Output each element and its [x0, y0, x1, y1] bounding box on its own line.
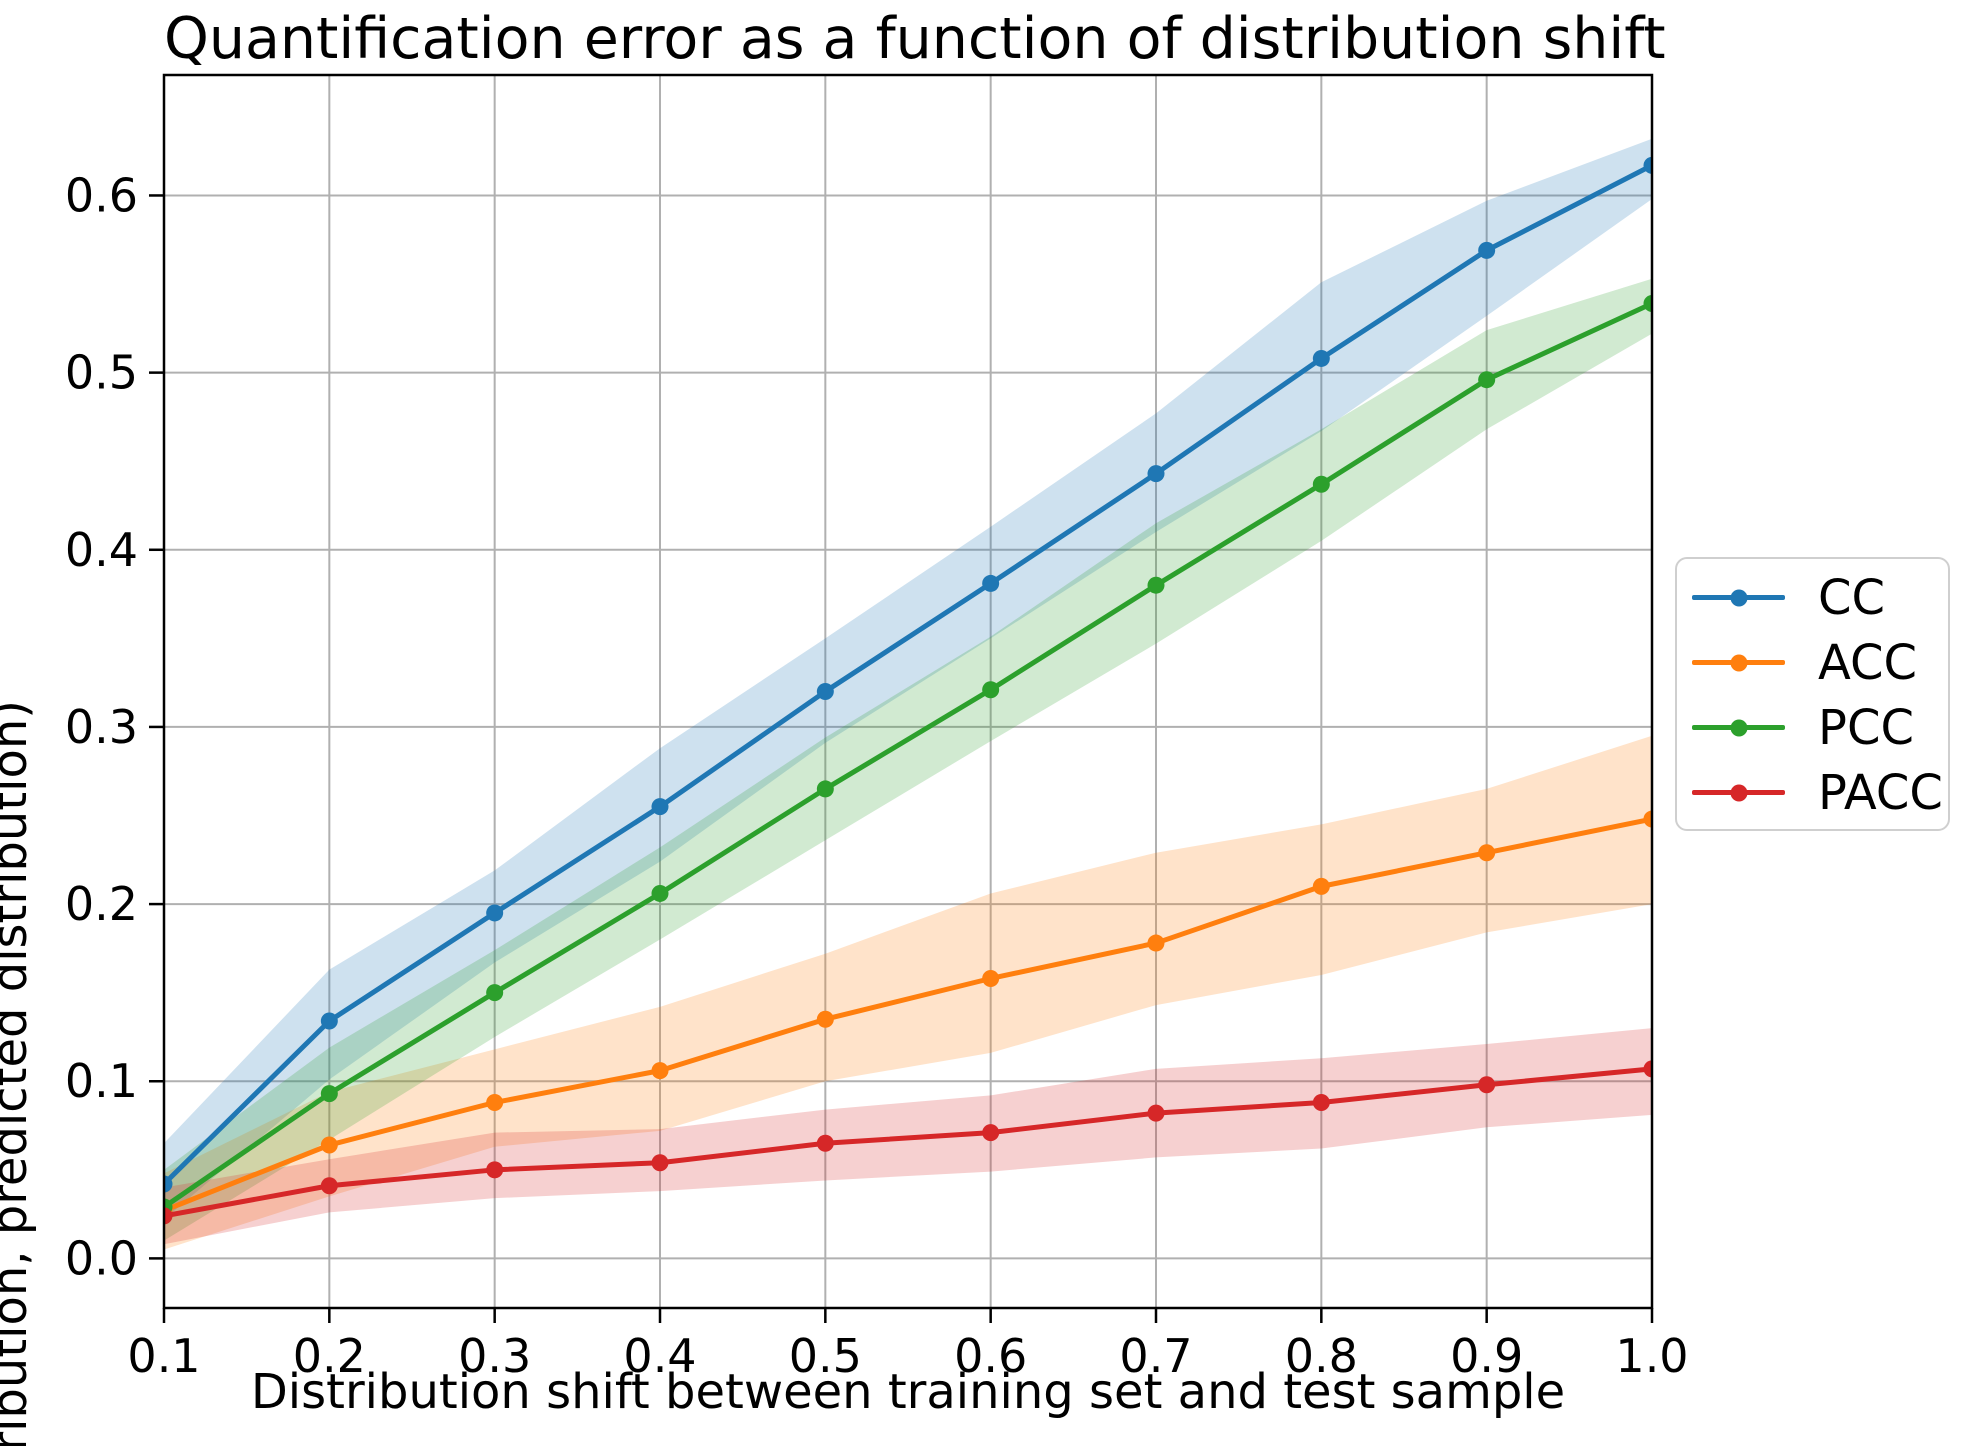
marker-PACC [1643, 1060, 1652, 1078]
marker-ACC [1147, 934, 1165, 952]
marker-ACC [1312, 877, 1330, 895]
line-CC [164, 162, 1652, 1187]
legend-line-sample-PCC [1692, 719, 1785, 736]
legend-label-ACC: ACC [1818, 634, 1918, 691]
x-tick-label: 0.3 [458, 1329, 531, 1383]
marker-PCC [816, 780, 834, 798]
band-ACC [164, 735, 1652, 1250]
marker-CC [651, 798, 669, 816]
marker-PACC [651, 1154, 669, 1172]
x-axis-label: Distribution shift between training set … [250, 1364, 1566, 1420]
band-CC [164, 138, 1652, 1220]
x-tick-label: 0.5 [789, 1329, 862, 1383]
x-tick-label: 0.4 [623, 1329, 696, 1383]
marker-ACC [982, 969, 1000, 987]
marker-PCC [1643, 295, 1652, 313]
y-tick-label: 0.0 [65, 1231, 138, 1285]
marker-PACC [320, 1177, 338, 1195]
legend-marker-dot-PACC [1730, 784, 1747, 801]
marker-ACC [651, 1062, 669, 1080]
x-tick-label: 0.8 [1285, 1329, 1358, 1383]
marker-CC [1643, 156, 1652, 174]
y-tick-label: 0.1 [65, 1054, 138, 1108]
y-tick-label: 0.5 [65, 346, 138, 400]
band-PCC [164, 278, 1652, 1241]
y-tick-label: 0.3 [65, 700, 138, 754]
marker-ACC [320, 1136, 338, 1154]
chart-title: Quantification error as a function of di… [164, 6, 1666, 72]
x-tick-label: 0.2 [293, 1329, 366, 1383]
legend-label-PCC: PCC [1818, 699, 1914, 756]
y-tick-label: 0.4 [65, 523, 138, 577]
marker-CC [1478, 241, 1496, 259]
legend-marker-dot-PCC [1730, 719, 1747, 736]
marker-PACC [1147, 1104, 1165, 1122]
legend-item-ACC: ACC [1677, 630, 1948, 695]
marker-ACC [486, 1094, 504, 1111]
marker-PCC [1478, 371, 1496, 389]
marker-PACC [164, 1207, 173, 1225]
legend-marker-dot-CC [1730, 589, 1747, 606]
marker-PCC [1312, 475, 1330, 493]
marker-PCC [1147, 576, 1165, 594]
legend: CC ACC PCC PACC [1675, 557, 1950, 831]
legend-marker-dot-ACC [1730, 654, 1747, 671]
x-tick-label: 0.7 [1119, 1329, 1192, 1383]
axes-spines [162, 73, 1654, 1310]
marker-ACC [1643, 810, 1652, 828]
marker-ACC [816, 1010, 834, 1028]
marker-CC [1147, 465, 1165, 483]
marker-PCC [651, 884, 669, 902]
line-PCC [164, 301, 1652, 1210]
legend-line-sample-PACC [1692, 784, 1785, 801]
legend-line-sample-CC [1692, 589, 1785, 606]
marker-PCC [486, 984, 504, 1002]
marker-PACC [486, 1161, 504, 1179]
x-tick-label: 0.6 [954, 1329, 1027, 1383]
y-tick-label: 0.6 [65, 168, 138, 222]
legend-label-CC: CC [1818, 569, 1886, 626]
marker-PACC [1478, 1076, 1496, 1094]
marker-CC [1312, 349, 1330, 367]
marker-CC [486, 904, 504, 922]
legend-item-CC: CC [1677, 565, 1948, 630]
x-tick-label: 0.1 [127, 1329, 200, 1383]
y-axis-label-text: AE (true distribution, predicted distrib… [0, 700, 38, 1446]
legend-label-PACC: PACC [1818, 764, 1943, 821]
marker-PACC [982, 1124, 1000, 1142]
line-PACC [164, 1066, 1652, 1219]
x-tick-label: 1.0 [1615, 1329, 1688, 1383]
marker-CC [982, 574, 1000, 592]
marker-PCC [320, 1085, 338, 1103]
marker-PCC [982, 681, 1000, 699]
x-tick-label: 0.9 [1450, 1329, 1523, 1383]
marker-CC [320, 1012, 338, 1030]
series-layer [164, 138, 1652, 1250]
legend-item-PACC: PACC [1677, 760, 1948, 825]
marker-CC [164, 1175, 173, 1193]
marker-PACC [816, 1134, 834, 1152]
y-tick-label: 0.2 [65, 877, 138, 931]
marker-ACC [1478, 844, 1496, 862]
marker-PACC [1312, 1094, 1330, 1111]
legend-line-sample-ACC [1692, 654, 1785, 671]
marker-CC [816, 683, 834, 700]
legend-item-PCC: PCC [1677, 695, 1948, 760]
line-ACC [164, 816, 1652, 1214]
